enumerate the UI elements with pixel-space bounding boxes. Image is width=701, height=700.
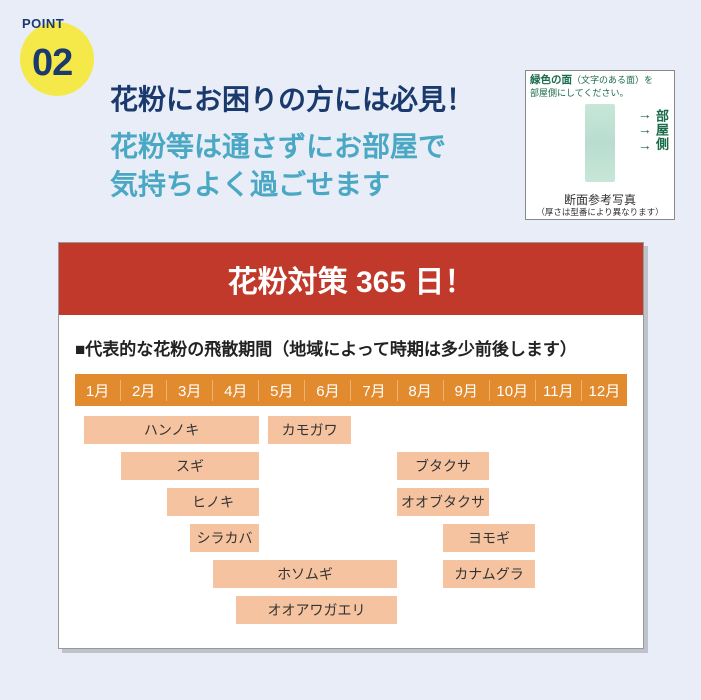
gantt-row: シラカバ ヨモギ [75, 524, 627, 554]
month-cell: 12月 [582, 380, 627, 401]
month-cell: 5月 [259, 380, 305, 401]
pollen-card: 花粉対策 365 日！ ■代表的な花粉の飛散期間（地域によって時期は多少前後しま… [58, 242, 644, 649]
month-cell: 3月 [167, 380, 213, 401]
point-number: 02 [32, 42, 72, 85]
gantt-row: オオアワガエリ [75, 596, 627, 626]
month-cell: 8月 [398, 380, 444, 401]
point-label: POINT [22, 16, 64, 31]
photo-top-c: 部屋側にしてください。 [530, 88, 628, 98]
filter-strip-illustration [585, 104, 615, 182]
pollen-bar: オオブタクサ [397, 488, 489, 516]
pollen-bar: オオアワガエリ [236, 596, 397, 624]
photo-caption-main: 断面参考写真 [564, 193, 636, 207]
photo-caption-sm: （厚さは型番により異なります） [526, 208, 674, 217]
point-badge: POINT 02 [16, 18, 98, 100]
card-body: ■代表的な花粉の飛散期間（地域によって時期は多少前後します） 1月2月3月4月5… [59, 315, 643, 648]
gantt-row: ヒノキ オオブタクサ [75, 488, 627, 518]
heading-benefit: 花粉等は通さずにお部屋で 気持ちよく過ごせます [110, 128, 474, 204]
heading-must-see: 花粉にお困りの方には必見！ [110, 78, 474, 118]
pollen-bar: ブタクサ [397, 452, 489, 480]
gantt-row: ハンノキカモガワ [75, 416, 627, 446]
card-subhead: ■代表的な花粉の飛散期間（地域によって時期は多少前後します） [75, 335, 627, 360]
photo-top-a: 緑色の面 [530, 74, 572, 86]
heading-benefit-line2: 気持ちよく過ごせます [110, 169, 390, 200]
heading-benefit-line1: 花粉等は通さずにお部屋で [110, 131, 446, 162]
pollen-bar: スギ [121, 452, 259, 480]
heading-block: 花粉にお困りの方には必見！ 花粉等は通さずにお部屋で 気持ちよく過ごせます [110, 78, 474, 204]
month-cell: 9月 [444, 380, 490, 401]
month-cell: 7月 [351, 380, 397, 401]
photo-top-b: （文字のある面）を [572, 75, 653, 85]
pollen-gantt: ハンノキカモガワスギブタクサヒノキオオブタクサシラカバヨモギホソムギカナムグラオ… [75, 416, 627, 626]
month-cell: 2月 [121, 380, 167, 401]
reference-photo-box: 緑色の面（文字のある面）を 部屋側にしてください。 →→→ 部屋側 断面参考写真… [525, 70, 675, 220]
gantt-row: スギ ブタクサ [75, 452, 627, 482]
month-cell: 10月 [490, 380, 536, 401]
month-cell: 11月 [536, 380, 582, 401]
pollen-bar: シラカバ [190, 524, 259, 552]
gantt-row: ホソムギ カナムグラ [75, 560, 627, 590]
photo-instruction: 緑色の面（文字のある面）を 部屋側にしてください。 [526, 71, 674, 100]
pollen-bar: カモガワ [268, 416, 351, 444]
month-cell: 4月 [213, 380, 259, 401]
pollen-bar: ハンノキ [84, 416, 259, 444]
arrow-icons: →→→ [638, 107, 652, 153]
month-header-row: 1月2月3月4月5月6月7月8月9月10月11月12月 [75, 374, 627, 406]
photo-arrows: →→→ 部屋側 [638, 107, 668, 153]
month-cell: 6月 [305, 380, 351, 401]
pollen-bar: カナムグラ [443, 560, 535, 588]
card-title: 花粉対策 365 日！ [59, 243, 643, 315]
pollen-bar: ヒノキ [167, 488, 259, 516]
pollen-bar: ヨモギ [443, 524, 535, 552]
pollen-bar: ホソムギ [213, 560, 397, 588]
month-cell: 1月 [75, 380, 121, 401]
photo-side-label: 部屋側 [654, 109, 668, 151]
photo-caption: 断面参考写真 （厚さは型番により異なります） [526, 194, 674, 217]
